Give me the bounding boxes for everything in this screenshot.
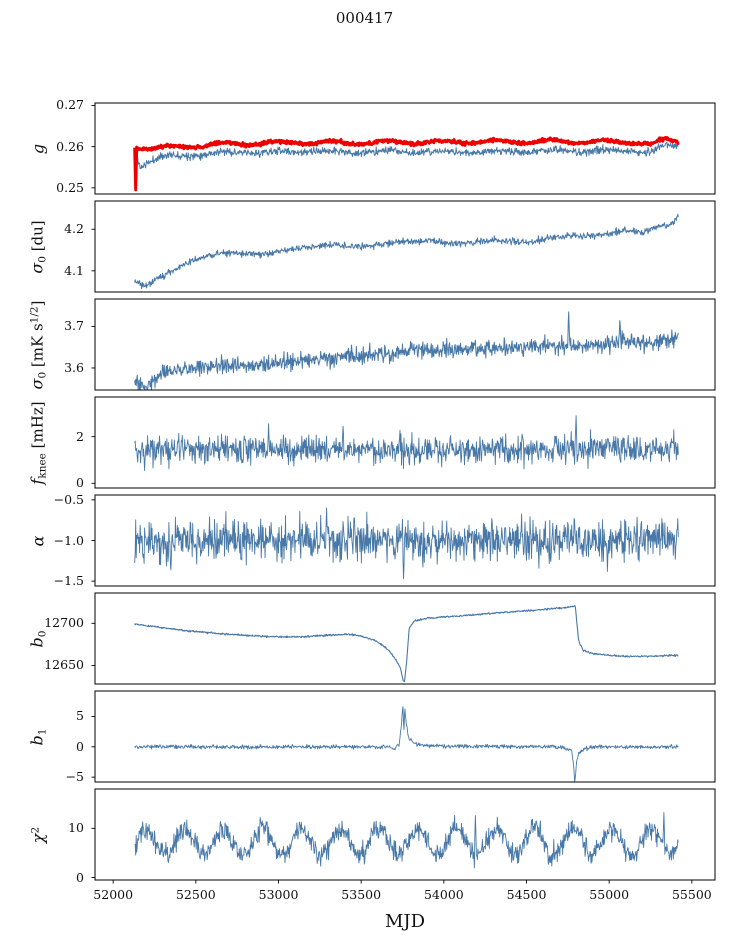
x-tick-label: 55500 — [671, 887, 712, 902]
y-axis-label-chi2: χ2 — [29, 826, 48, 842]
panel-border — [94, 396, 716, 489]
x-tick-label: 53500 — [341, 887, 382, 902]
y-axis-label-alpha: α — [29, 535, 48, 546]
panel-border — [94, 592, 716, 685]
y-axis-label-b0: b0 — [28, 630, 49, 647]
panel-b0 — [91, 592, 716, 685]
series-line-g-raw — [134, 141, 679, 186]
y-axis-label-sigma0-mk: σ0 [mK s1/2] — [28, 300, 49, 389]
y-axis-label-segment: f — [27, 478, 47, 485]
y-axis-label-segment: 2 — [29, 826, 42, 833]
series-line-fknee — [134, 415, 679, 471]
y-axis-label-segment: [du] — [28, 219, 47, 256]
y-axis-label-segment: [mK s — [28, 322, 47, 372]
panel-border — [94, 200, 716, 293]
panel-b1 — [91, 690, 716, 783]
y-tick-label: 0 — [76, 738, 84, 754]
y-axis-label-b1: b1 — [28, 728, 49, 745]
y-axis-label-segment: χ — [28, 832, 48, 843]
panel-g — [91, 102, 716, 195]
x-tick-label: 52500 — [175, 887, 216, 902]
series-line-sigma0-mk — [134, 311, 679, 390]
panel-alpha — [91, 494, 716, 587]
y-axis-label-segment: knee — [36, 452, 49, 479]
y-tick-label: 4.1 — [64, 262, 84, 278]
y-tick-label: 0 — [76, 475, 84, 491]
y-axis-label-fknee: fknee [mHz] — [28, 401, 49, 484]
panel-border — [94, 788, 716, 881]
x-axis-label: MJD — [384, 911, 426, 932]
y-axis-label-segment: 1 — [36, 728, 49, 735]
x-tick-label: 54500 — [506, 887, 547, 902]
y-axis-label-segment: 0 — [36, 371, 49, 379]
y-tick-label: −1.5 — [53, 573, 84, 589]
series-line-b0 — [134, 605, 679, 683]
y-tick-label: 0.27 — [56, 97, 84, 113]
panel-sigma0-du — [91, 200, 716, 293]
y-axis-label-segment: b — [27, 734, 47, 745]
series-line-chi2 — [134, 812, 679, 869]
x-tick-label: 55000 — [589, 887, 630, 902]
y-axis-label-g: g — [29, 143, 48, 153]
y-axis-label-segment: α — [28, 535, 48, 546]
y-axis-label-segment: 1/2 — [28, 305, 41, 323]
panel-chi2 — [91, 788, 716, 881]
y-tick-label: −5 — [65, 769, 84, 785]
y-tick-label: 5 — [76, 708, 84, 724]
x-tick-label: 52000 — [93, 887, 134, 902]
y-tick-label: 0.25 — [56, 179, 84, 195]
x-tick-label: 53000 — [258, 887, 299, 902]
y-tick-label: 3.7 — [64, 318, 84, 334]
y-axis-label-segment: 0 — [36, 630, 49, 637]
y-tick-label: 12650 — [44, 657, 84, 673]
y-axis-label-segment: g — [28, 143, 48, 154]
series-line-b1 — [134, 706, 679, 782]
y-tick-label: 0 — [76, 869, 84, 885]
panel-border — [94, 102, 716, 195]
panel-border — [94, 690, 716, 783]
y-tick-label: −1.0 — [53, 532, 84, 548]
series-line-g-calibrated — [133, 136, 680, 192]
panel-border — [94, 298, 716, 391]
y-axis-label-segment: [mHz] — [28, 400, 47, 453]
series-line-sigma0-du — [134, 213, 679, 290]
x-tick-label: 54000 — [423, 887, 464, 902]
y-axis-label-segment: b — [27, 636, 47, 647]
y-tick-label: 12700 — [44, 615, 84, 631]
panel-sigma0-mk — [91, 298, 716, 391]
series-line-alpha — [134, 507, 679, 580]
y-axis-label-segment: 0 — [36, 255, 49, 263]
y-tick-label: 4.2 — [64, 221, 84, 237]
y-tick-label: 3.6 — [64, 359, 84, 375]
y-axis-label-segment: σ — [27, 262, 47, 274]
figure-title: 000417 — [335, 9, 394, 27]
y-axis-label-segment: ] — [28, 300, 47, 306]
y-axis-label-segment: σ — [27, 378, 47, 389]
panel-fknee — [91, 396, 716, 489]
y-tick-label: 10 — [68, 820, 84, 836]
y-axis-label-sigma0-du: σ0 [du] — [28, 220, 49, 273]
y-tick-label: −0.5 — [53, 491, 84, 507]
y-tick-label: 2 — [76, 428, 84, 444]
y-tick-label: 0.26 — [56, 138, 84, 154]
